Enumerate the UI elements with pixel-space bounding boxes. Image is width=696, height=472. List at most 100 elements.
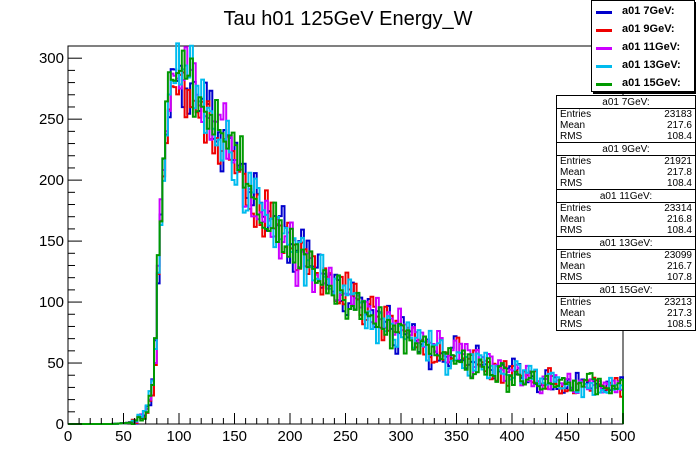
legend-item: a01 13GeV: <box>592 57 694 75</box>
stats-rms-row: RMS 108.5 <box>560 319 692 330</box>
x-tick-label: 0 <box>64 428 72 445</box>
legend-label: a01 11GeV: <box>622 41 681 53</box>
x-tick-label: 50 <box>115 428 132 445</box>
stats-mean-row: Mean 217.6 <box>560 120 692 131</box>
legend-item: a01 11GeV: <box>592 39 694 57</box>
x-tick-label: 300 <box>388 428 413 445</box>
legend-item: a01 9GeV: <box>592 21 694 39</box>
legend-swatch <box>596 11 612 14</box>
x-tick-label: 500 <box>610 428 635 445</box>
stats-key: RMS <box>560 131 583 142</box>
stats-title: a01 11GeV: <box>557 191 695 203</box>
legend-item: a01 15GeV: <box>592 75 694 93</box>
stats-entries-row: Entries 21921 <box>560 156 692 167</box>
x-tick-label: 250 <box>333 428 358 445</box>
x-tick-label: 100 <box>166 428 191 445</box>
stats-key: Mean <box>560 167 586 178</box>
y-tick-label: 150 <box>39 233 64 250</box>
y-tick-label: 50 <box>47 355 64 372</box>
stats-key: Mean <box>560 120 586 131</box>
x-tick-label: 400 <box>499 428 524 445</box>
legend-label: a01 7GeV: <box>622 5 675 17</box>
y-tick-label: 0 <box>56 416 64 433</box>
x-tick-label: 150 <box>222 428 247 445</box>
stats-box: a01 9GeV: Entries 21921 Mean 217.8 RMS 108.… <box>556 142 696 190</box>
x-tick-label: 200 <box>277 428 302 445</box>
stats-rms-row: RMS 108.4 <box>560 178 692 189</box>
stats-key: RMS <box>560 225 583 236</box>
series-layer <box>68 42 624 425</box>
stats-value: 107.8 <box>666 272 692 283</box>
stats-value: 216.8 <box>666 214 692 225</box>
stats-rms-row: RMS 108.4 <box>560 225 692 236</box>
stats-value: 21921 <box>664 156 692 167</box>
stats-title: a01 9GeV: <box>557 144 695 156</box>
stats-key: Entries <box>560 156 592 167</box>
y-tick-label: 100 <box>39 294 64 311</box>
stats-key: Entries <box>560 109 592 120</box>
x-axis: 0 50 100 150 200 250 300 350 400 450 500 <box>64 413 636 445</box>
stats-rms-row: RMS 108.4 <box>560 131 692 142</box>
stats-key: RMS <box>560 178 583 189</box>
stats-key: RMS <box>560 272 583 283</box>
legend-item: a01 7GeV: <box>592 3 694 21</box>
stats-entries-row: Entries 23183 <box>560 109 692 120</box>
stats-value: 23183 <box>664 109 692 120</box>
x-tick-label: 450 <box>555 428 580 445</box>
legend: a01 7GeV: a01 9GeV: a01 11GeV: a01 13GeV… <box>591 0 695 92</box>
y-tick-label: 300 <box>39 50 64 67</box>
series-line <box>68 49 624 425</box>
stats-title: a01 13GeV: <box>557 238 695 250</box>
stats-box: a01 15GeV: Entries 23213 Mean 217.3 RMS 108… <box>556 283 696 331</box>
legend-swatch <box>596 29 612 32</box>
x-tick-label: 350 <box>444 428 469 445</box>
stats-key: Mean <box>560 214 586 225</box>
stats-box: a01 11GeV: Entries 23314 Mean 216.8 RMS 108… <box>556 189 696 237</box>
stats-mean-row: Mean 217.8 <box>560 167 692 178</box>
chart-title: Tau h01 125GeV Energy_W <box>223 8 472 30</box>
series-line <box>68 71 624 425</box>
stats-value: 23314 <box>664 203 692 214</box>
stats-value: 216.7 <box>666 261 692 272</box>
stats-mean-row: Mean 216.8 <box>560 214 692 225</box>
stats-box: a01 13GeV: Entries 23099 Mean 216.7 RMS 107… <box>556 236 696 284</box>
stats-title: a01 7GeV: <box>557 97 695 109</box>
stats-mean-row: Mean 217.3 <box>560 308 692 319</box>
stats-key: Mean <box>560 261 586 272</box>
stats-entries-row: Entries 23213 <box>560 297 692 308</box>
series-line <box>68 46 624 425</box>
legend-swatch <box>596 47 612 50</box>
stats-title: a01 15GeV: <box>557 285 695 297</box>
legend-swatch <box>596 83 612 86</box>
stats-key: Mean <box>560 308 586 319</box>
stats-rms-row: RMS 107.8 <box>560 272 692 283</box>
y-tick-label: 200 <box>39 172 64 189</box>
stats-value: 108.4 <box>666 225 692 236</box>
stats-value: 217.3 <box>666 308 692 319</box>
stats-entries-row: Entries 23314 <box>560 203 692 214</box>
stats-key: Entries <box>560 297 592 308</box>
stats-mean-row: Mean 216.7 <box>560 261 692 272</box>
stats-box: a01 7GeV: Entries 23183 Mean 217.6 RMS 108.… <box>556 95 696 143</box>
stats-value: 23099 <box>664 250 692 261</box>
stats-key: Entries <box>560 250 592 261</box>
legend-swatch <box>596 65 612 68</box>
stats-entries-row: Entries 23099 <box>560 250 692 261</box>
stats-key: RMS <box>560 319 583 330</box>
series-line <box>68 64 624 425</box>
stats-key: Entries <box>560 203 592 214</box>
stats-value: 108.5 <box>666 319 692 330</box>
plot-frame <box>67 45 624 425</box>
legend-label: a01 15GeV: <box>622 77 681 89</box>
series-line <box>68 42 624 425</box>
stats-value: 108.4 <box>666 178 692 189</box>
legend-label: a01 9GeV: <box>622 23 675 35</box>
stats-value: 217.6 <box>666 120 692 131</box>
stats-value: 217.8 <box>666 167 692 178</box>
stats-value: 108.4 <box>666 131 692 142</box>
stats-value: 23213 <box>664 297 692 308</box>
legend-label: a01 13GeV: <box>622 59 681 71</box>
y-tick-label: 250 <box>39 111 64 128</box>
y-axis: 0 50 100 150 200 250 300 <box>39 45 82 433</box>
